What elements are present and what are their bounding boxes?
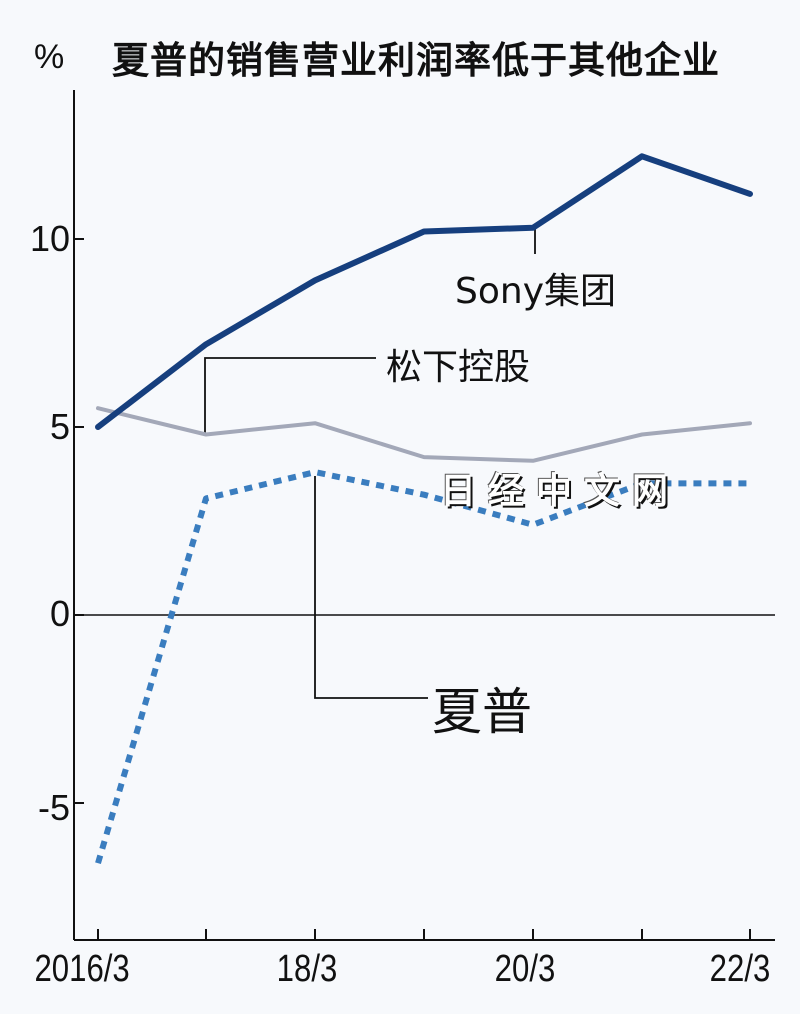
panasonic-label: 松下控股 — [386, 347, 531, 388]
x-tick-label: 18/3 — [276, 948, 338, 990]
axes — [73, 90, 775, 941]
sharp-leader-line — [314, 476, 428, 699]
x-tick-label: 20/3 — [494, 948, 556, 990]
x-ticks — [97, 929, 751, 940]
y-tick-label: -5 — [37, 787, 70, 828]
sharp-line — [95, 469, 750, 865]
chart-title: 夏普的销售营业利润率低于其他企业 — [112, 39, 720, 82]
sony-line — [95, 153, 753, 430]
panasonic-leader-line — [204, 357, 376, 436]
sharp-label: 夏普 — [432, 683, 532, 741]
x-tick-label: 2016/3 — [34, 948, 130, 990]
x-tick-label: 22/3 — [709, 948, 771, 990]
y-tick-label: 10 — [29, 218, 70, 259]
label-leader-lines — [204, 228, 536, 699]
sony-label: Sony集团 — [455, 271, 616, 312]
y-ticks — [74, 238, 84, 804]
y-tick-label: 0 — [49, 593, 70, 634]
y-axis-unit: % — [34, 38, 65, 76]
series-lines — [95, 153, 753, 865]
watermark: 日经中文网 — [440, 471, 681, 512]
y-tick-label: 5 — [49, 406, 70, 447]
panasonic-line — [96, 406, 752, 463]
